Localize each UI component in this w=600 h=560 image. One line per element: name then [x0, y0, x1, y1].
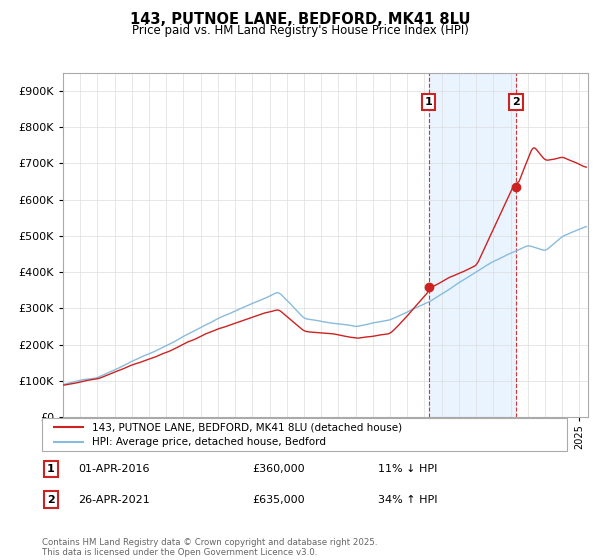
Text: 1: 1 — [47, 464, 55, 474]
Text: 143, PUTNOE LANE, BEDFORD, MK41 8LU (detached house): 143, PUTNOE LANE, BEDFORD, MK41 8LU (det… — [92, 422, 402, 432]
Text: 26-APR-2021: 26-APR-2021 — [78, 495, 150, 505]
Text: Contains HM Land Registry data © Crown copyright and database right 2025.
This d: Contains HM Land Registry data © Crown c… — [42, 538, 377, 557]
Text: £360,000: £360,000 — [252, 464, 305, 474]
Text: 2: 2 — [47, 495, 55, 505]
Text: £635,000: £635,000 — [252, 495, 305, 505]
Text: 1: 1 — [425, 97, 433, 107]
Text: HPI: Average price, detached house, Bedford: HPI: Average price, detached house, Bedf… — [92, 437, 326, 447]
FancyBboxPatch shape — [42, 418, 567, 451]
Text: 34% ↑ HPI: 34% ↑ HPI — [378, 495, 437, 505]
Text: Price paid vs. HM Land Registry's House Price Index (HPI): Price paid vs. HM Land Registry's House … — [131, 24, 469, 36]
Text: 2: 2 — [512, 97, 520, 107]
Text: 143, PUTNOE LANE, BEDFORD, MK41 8LU: 143, PUTNOE LANE, BEDFORD, MK41 8LU — [130, 12, 470, 27]
Text: 01-APR-2016: 01-APR-2016 — [78, 464, 149, 474]
Text: 11% ↓ HPI: 11% ↓ HPI — [378, 464, 437, 474]
Bar — [429, 73, 516, 417]
